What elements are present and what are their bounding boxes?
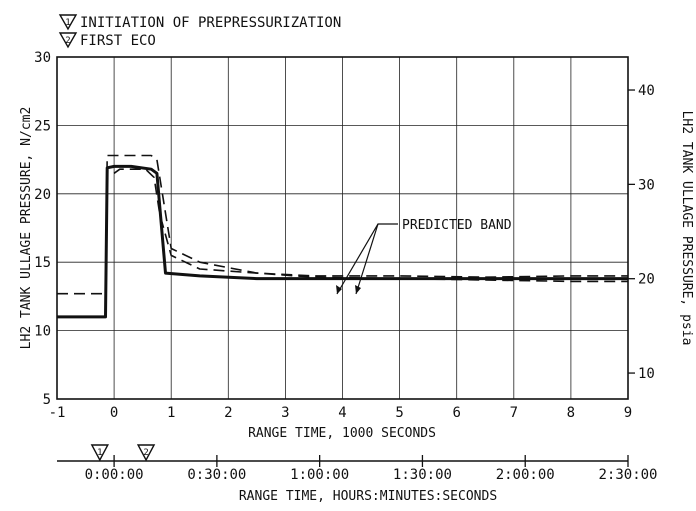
secondary-event-marker-number: 2 bbox=[143, 448, 148, 458]
legend-text: INITIATION OF PREPRESSURIZATION bbox=[80, 15, 341, 31]
legend-marker-triangle bbox=[58, 32, 78, 49]
secondary-event-marker bbox=[136, 444, 156, 462]
x-tick-label: 5 bbox=[395, 405, 403, 421]
y-tick-labels: 5 10 15 20 25 30 bbox=[34, 50, 51, 408]
x-tick-label: 1 bbox=[167, 405, 175, 421]
annotation-leader bbox=[355, 223, 379, 295]
secondary-tick-label: 0:00:00 bbox=[85, 467, 144, 483]
y-tick-label: 20 bbox=[34, 187, 51, 203]
y-right-tick-labels: 10 20 30 40 bbox=[628, 83, 655, 382]
x-tick-label: 3 bbox=[281, 405, 289, 421]
y-tick-label: 15 bbox=[34, 255, 51, 271]
series-layer bbox=[57, 154, 628, 319]
x-tick-label: 6 bbox=[452, 405, 460, 421]
secondary-event-marker-number: 1 bbox=[97, 448, 102, 458]
predicted-band-line-1 bbox=[57, 154, 628, 295]
legend-item-first-eco: 2 FIRST ECO bbox=[58, 32, 156, 49]
x-axis-title: RANGE TIME, 1000 SECONDS bbox=[248, 426, 436, 441]
secondary-tick-label: 2:30:00 bbox=[598, 467, 657, 483]
y-tick-label: 30 bbox=[34, 50, 51, 66]
legend-text: FIRST ECO bbox=[80, 33, 156, 49]
secondary-tick-label: 2:00:00 bbox=[496, 467, 555, 483]
secondary-tick-label: 0:30:00 bbox=[187, 467, 246, 483]
secondary-time-axis: 0:00:00 0:30:00 1:00:00 1:30:00 2:00:00 2:30:… bbox=[57, 444, 658, 483]
y-right-tick-label: 40 bbox=[638, 83, 655, 99]
x-tick-label: 7 bbox=[510, 405, 518, 421]
x-tick-label: 8 bbox=[567, 405, 575, 421]
x-tick-label: 0 bbox=[110, 405, 118, 421]
y-right-tick-label: 20 bbox=[638, 272, 655, 288]
y-tick-label: 25 bbox=[34, 118, 51, 134]
y-right-axis-title: LH2 TANK ULLAGE PRESSURE, psia bbox=[679, 111, 694, 346]
y-tick-label: 5 bbox=[43, 392, 51, 408]
arrowhead bbox=[336, 285, 342, 294]
plot-frame bbox=[56, 56, 629, 400]
y-tick-label: 10 bbox=[34, 324, 51, 340]
x-tick-label: 4 bbox=[338, 405, 346, 421]
secondary-tick-label: 1:00:00 bbox=[290, 467, 349, 483]
y-axis-title: LH2 TANK ULLAGE PRESSURE, N/cm2 bbox=[19, 107, 34, 350]
annotation-text: PREDICTED BAND bbox=[402, 218, 512, 233]
x-tick-label: -1 bbox=[49, 405, 66, 421]
secondary-event-marker bbox=[90, 444, 109, 462]
legend-item-prepressurization: 1 INITIATION OF PREPRESSURIZATION bbox=[58, 14, 341, 31]
predicted-band-line-2 bbox=[113, 168, 628, 283]
grid bbox=[57, 57, 628, 399]
secondary-tick-label: 1:30:00 bbox=[393, 467, 452, 483]
legend-marker-triangle bbox=[58, 14, 78, 31]
x-tick-label: 9 bbox=[624, 405, 632, 421]
y-right-tick-label: 10 bbox=[638, 366, 655, 382]
secondary-axis-title: RANGE TIME, HOURS:MINUTES:SECONDS bbox=[239, 489, 497, 504]
x-tick-label: 2 bbox=[224, 405, 232, 421]
predicted-band-annotation: PREDICTED BAND bbox=[336, 218, 512, 295]
legend-marker-number: 1 bbox=[65, 18, 70, 28]
y-right-tick-label: 30 bbox=[638, 177, 655, 193]
legend: 1 INITIATION OF PREPRESSURIZATION 2 FIRS… bbox=[58, 14, 341, 49]
legend-marker-number: 2 bbox=[65, 36, 70, 46]
arrowhead bbox=[355, 285, 361, 294]
x-tick-labels: -1 0 1 2 3 4 5 6 7 8 9 bbox=[49, 405, 633, 421]
